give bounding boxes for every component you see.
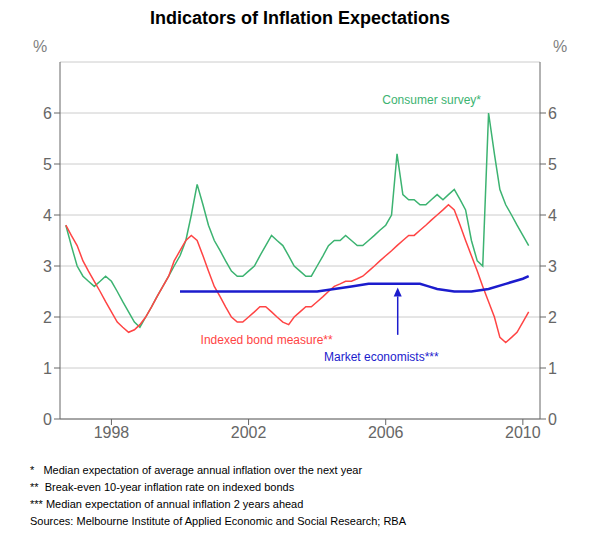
svg-text:%: %	[553, 38, 567, 55]
svg-text:1: 1	[548, 360, 557, 377]
html-text:Sources: Melbourne Institute o: Sources: Melbourne Institute of Applied …	[30, 515, 406, 527]
svg-text:0: 0	[43, 411, 52, 428]
svg-text:2010: 2010	[505, 424, 541, 441]
svg-text:Indexed bond measure**: Indexed bond measure**	[201, 333, 333, 347]
html-text:Indicators of Inflation Expect: Indicators of Inflation Expectations	[150, 8, 450, 28]
svg-text:3: 3	[548, 258, 557, 275]
svg-text:5: 5	[43, 156, 52, 173]
svg-text:2006: 2006	[368, 424, 404, 441]
svg-text:2: 2	[43, 309, 52, 326]
svg-text:0: 0	[548, 411, 557, 428]
svg-text:4: 4	[548, 207, 557, 224]
svg-text:2002: 2002	[231, 424, 267, 441]
svg-text:5: 5	[548, 156, 557, 173]
svg-text:6: 6	[548, 105, 557, 122]
html-text:* Median expectation of averag: * Median expectation of average annual i…	[30, 464, 362, 476]
svg-text:6: 6	[43, 105, 52, 122]
svg-text:Consumer survey*: Consumer survey*	[382, 93, 481, 107]
html-text:*** Median expectation of annu: *** Median expectation of annual inflati…	[30, 498, 304, 510]
svg-text:2: 2	[548, 309, 557, 326]
svg-text:3: 3	[43, 258, 52, 275]
svg-text:1: 1	[43, 360, 52, 377]
svg-text:%: %	[33, 38, 47, 55]
svg-text:Market economists***: Market economists***	[324, 350, 439, 364]
svg-text:4: 4	[43, 207, 52, 224]
svg-text:1998: 1998	[94, 424, 130, 441]
html-text:** Break-even 10-year inflatio: ** Break-even 10-year inflation rate on …	[30, 481, 295, 493]
